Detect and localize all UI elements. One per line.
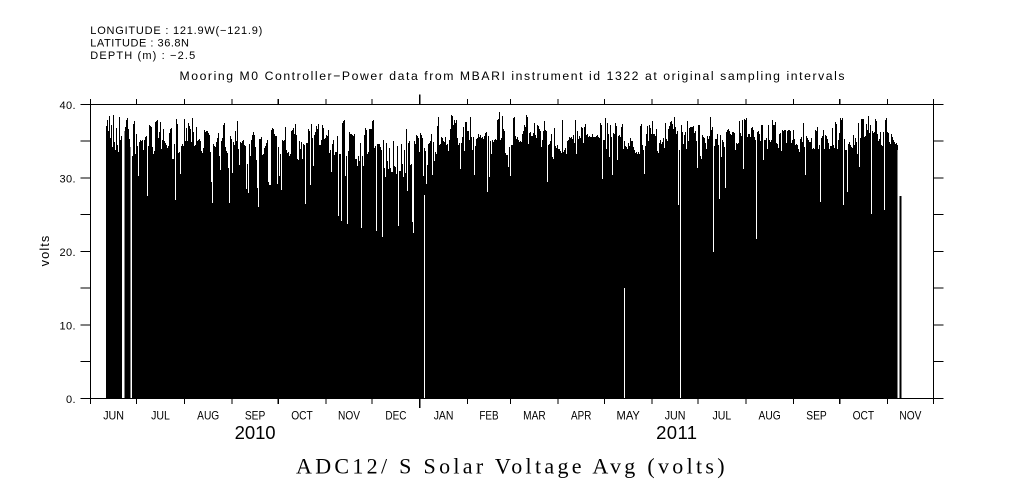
svg-text:OCT: OCT — [853, 409, 875, 423]
svg-text:30.: 30. — [60, 174, 77, 186]
svg-text:JUL: JUL — [713, 409, 732, 423]
svg-text:2010: 2010 — [235, 422, 276, 443]
svg-text:FEB: FEB — [479, 409, 498, 423]
svg-text:0.: 0. — [66, 394, 76, 406]
svg-text:40.: 40. — [60, 100, 77, 112]
svg-text:MAY: MAY — [617, 409, 640, 423]
svg-text:APR: APR — [571, 409, 591, 423]
svg-text:JUN: JUN — [103, 409, 124, 423]
svg-text:AUG: AUG — [759, 409, 781, 423]
svg-text:SEP: SEP — [806, 409, 827, 423]
svg-text:NOV: NOV — [338, 409, 361, 423]
svg-text:volts: volts — [37, 236, 52, 267]
svg-text:MAR: MAR — [523, 409, 546, 423]
svg-text:Mooring M0 Controller−Power da: Mooring M0 Controller−Power data from MB… — [180, 69, 845, 83]
svg-text:LONGITUDE : 121.9W(−121.9): LONGITUDE : 121.9W(−121.9) — [90, 25, 262, 37]
svg-text:NOV: NOV — [899, 409, 922, 423]
svg-text:JAN: JAN — [434, 409, 454, 423]
svg-text:DEC: DEC — [385, 409, 406, 423]
svg-text:10.: 10. — [60, 321, 77, 333]
svg-text:OCT: OCT — [291, 409, 313, 423]
svg-text:LATITUDE : 36.8N: LATITUDE : 36.8N — [90, 37, 189, 49]
svg-text:AUG: AUG — [197, 409, 219, 423]
svg-text:ADC12/ S Solar Voltage Avg (vo: ADC12/ S Solar Voltage Avg (volts) — [296, 454, 725, 479]
svg-text:2011: 2011 — [656, 422, 697, 443]
svg-text:SEP: SEP — [245, 409, 266, 423]
svg-text:JUL: JUL — [151, 409, 170, 423]
svg-text:DEPTH (m) : −2.5: DEPTH (m) : −2.5 — [90, 50, 195, 62]
svg-text:JUN: JUN — [665, 409, 686, 423]
svg-text:20.: 20. — [60, 247, 77, 259]
